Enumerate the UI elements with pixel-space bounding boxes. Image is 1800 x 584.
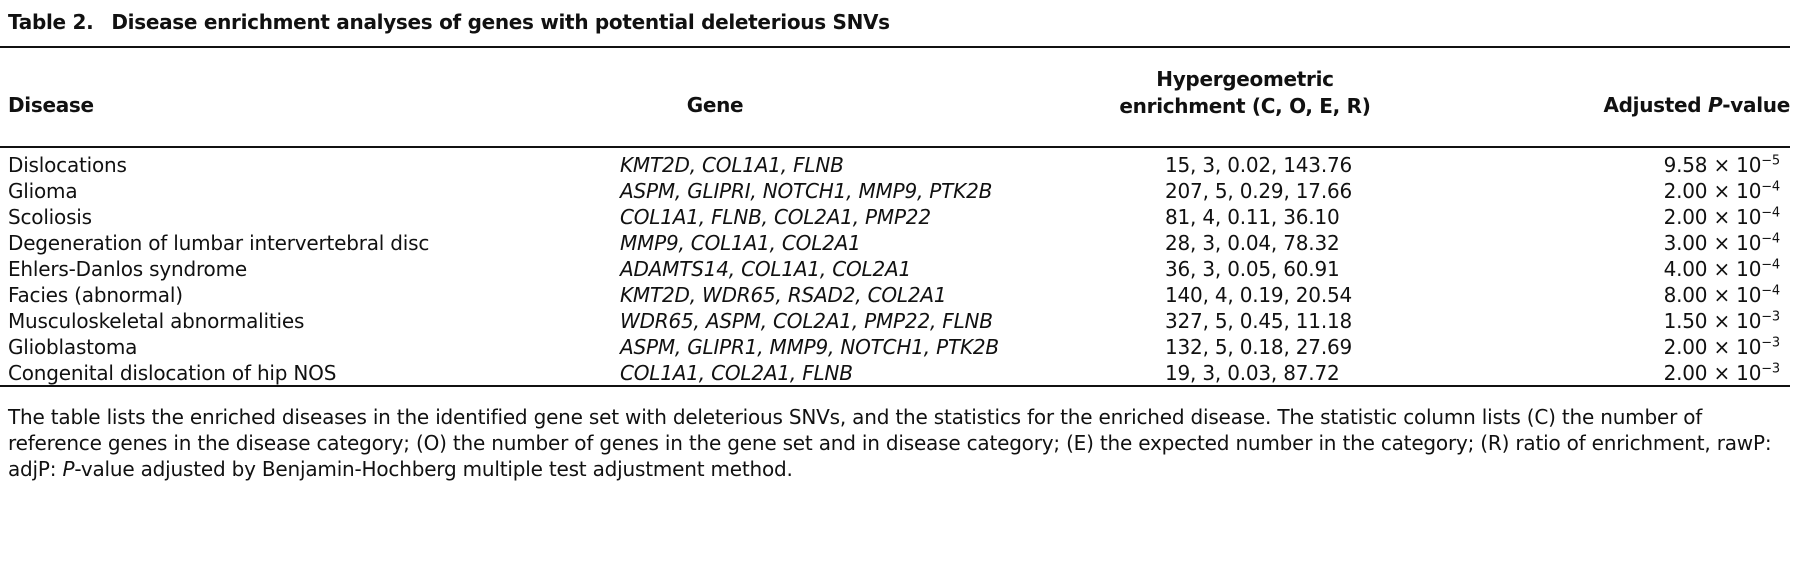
cell-disease: Congenital dislocation of hip NOS xyxy=(8,361,337,385)
table-row: Ehlers-Danlos syndrome ADAMTS14, COL1A1,… xyxy=(0,256,1790,283)
cell-genes: WDR65, ASPM, COL2A1, PMP22, FLNB xyxy=(620,309,993,333)
top-rule xyxy=(0,46,1790,48)
pvalue-exponent: −4 xyxy=(1761,231,1780,247)
cell-pvalue: 2.00 × 10−3 xyxy=(1663,360,1781,387)
cell-pvalue: 1.50 × 10−3 xyxy=(1663,308,1781,335)
table-row: Degeneration of lumbar intervertebral di… xyxy=(0,230,1790,257)
pvalue-exponent: −5 xyxy=(1761,153,1780,169)
cell-enrichment: 207, 5, 0.29, 17.66 xyxy=(1165,179,1353,203)
table-label: Table 2. xyxy=(8,10,94,34)
cell-enrichment: 132, 5, 0.18, 27.69 xyxy=(1165,335,1353,359)
pvalue-exponent: −3 xyxy=(1761,361,1780,377)
pvalue-exponent: −3 xyxy=(1761,335,1780,351)
pvalue-mantissa: 8.00 × 10 xyxy=(1663,283,1762,307)
pvalue-mantissa: 2.00 × 10 xyxy=(1663,361,1762,385)
cell-pvalue: 2.00 × 10−3 xyxy=(1663,334,1781,361)
cell-genes: ADAMTS14, COL1A1, COL2A1 xyxy=(620,257,911,281)
table-row: Congenital dislocation of hip NOS COL1A1… xyxy=(0,360,1790,387)
cell-disease: Scoliosis xyxy=(8,205,92,229)
cell-genes: MMP9, COL1A1, COL2A1 xyxy=(620,231,861,255)
pvalue-mantissa: 2.00 × 10 xyxy=(1663,205,1762,229)
pvalue-exponent: −3 xyxy=(1761,309,1780,325)
cell-genes: ASPM, GLIPRI, NOTCH1, MMP9, PTK2B xyxy=(620,179,993,203)
cell-genes: ASPM, GLIPR1, MMP9, NOTCH1, PTK2B xyxy=(620,335,999,359)
cell-pvalue: 4.00 × 10−4 xyxy=(1663,256,1781,283)
cell-genes: COL1A1, FLNB, COL2A1, PMP22 xyxy=(620,205,931,229)
cell-genes: KMT2D, COL1A1, FLNB xyxy=(620,153,844,177)
cell-pvalue: 3.00 × 10−4 xyxy=(1663,230,1781,257)
header-pvalue: Adjusted P-value xyxy=(1603,93,1790,117)
pvalue-mantissa: 2.00 × 10 xyxy=(1663,179,1762,203)
table-caption: Disease enrichment analyses of genes wit… xyxy=(111,10,890,34)
cell-enrichment: 28, 3, 0.04, 78.32 xyxy=(1165,231,1340,255)
footnote-part2: -value adjusted by Benjamin-Hochberg mul… xyxy=(74,457,793,481)
cell-genes: KMT2D, WDR65, RSAD2, COL2A1 xyxy=(620,283,947,307)
cell-disease: Glioblastoma xyxy=(8,335,138,359)
cell-disease: Dislocations xyxy=(8,153,127,177)
table-row: Glioblastoma ASPM, GLIPR1, MMP9, NOTCH1,… xyxy=(0,334,1790,361)
pvalue-mantissa: 1.50 × 10 xyxy=(1663,309,1762,333)
cell-disease: Musculoskeletal abnormalities xyxy=(8,309,305,333)
bottom-rule xyxy=(0,385,1790,387)
table-row: Facies (abnormal) KMT2D, WDR65, RSAD2, C… xyxy=(0,282,1790,309)
pvalue-mantissa: 4.00 × 10 xyxy=(1663,257,1762,281)
pvalue-mantissa: 2.00 × 10 xyxy=(1663,335,1762,359)
pvalue-mantissa: 3.00 × 10 xyxy=(1663,231,1762,255)
header-enrichment-line1: Hypergeometric xyxy=(1156,67,1334,91)
table-row: Musculoskeletal abnormalities WDR65, ASP… xyxy=(0,308,1790,335)
header-rule xyxy=(0,146,1790,148)
cell-enrichment: 15, 3, 0.02, 143.76 xyxy=(1165,153,1353,177)
footnote-italic: P xyxy=(62,457,75,481)
cell-genes: COL1A1, COL2A1, FLNB xyxy=(620,361,853,385)
cell-pvalue: 2.00 × 10−4 xyxy=(1663,204,1781,231)
cell-enrichment: 140, 4, 0.19, 20.54 xyxy=(1165,283,1353,307)
cell-pvalue: 2.00 × 10−4 xyxy=(1663,178,1781,205)
cell-disease: Ehlers-Danlos syndrome xyxy=(8,257,247,281)
cell-enrichment: 19, 3, 0.03, 87.72 xyxy=(1165,361,1340,385)
footnote-part1: The table lists the enriched diseases in… xyxy=(8,405,1772,481)
pvalue-exponent: −4 xyxy=(1761,179,1780,195)
cell-enrichment: 36, 3, 0.05, 60.91 xyxy=(1165,257,1340,281)
header-pvalue-italic: P xyxy=(1707,93,1723,117)
cell-enrichment: 81, 4, 0.11, 36.10 xyxy=(1165,205,1340,229)
pvalue-exponent: −4 xyxy=(1761,205,1780,221)
cell-pvalue: 8.00 × 10−4 xyxy=(1663,282,1781,309)
header-disease: Disease xyxy=(8,93,94,117)
header-pvalue-pre: Adjusted xyxy=(1603,93,1708,117)
table-row: Glioma ASPM, GLIPRI, NOTCH1, MMP9, PTK2B… xyxy=(0,178,1790,205)
table-row: Dislocations KMT2D, COL1A1, FLNB 15, 3, … xyxy=(0,152,1790,179)
cell-disease: Degeneration of lumbar intervertebral di… xyxy=(8,231,430,255)
table-row: Scoliosis COL1A1, FLNB, COL2A1, PMP22 81… xyxy=(0,204,1790,231)
header-enrichment: Hypergeometric enrichment (C, O, E, R) xyxy=(1110,66,1380,120)
cell-disease: Facies (abnormal) xyxy=(8,283,183,307)
pvalue-mantissa: 9.58 × 10 xyxy=(1663,153,1762,177)
table-footnote: The table lists the enriched diseases in… xyxy=(8,404,1790,482)
header-pvalue-post: -value xyxy=(1722,93,1790,117)
table-title: Table 2. Disease enrichment analyses of g… xyxy=(8,10,890,34)
header-gene: Gene xyxy=(686,93,744,117)
header-enrichment-line2: enrichment (C, O, E, R) xyxy=(1119,94,1371,118)
cell-pvalue: 9.58 × 10−5 xyxy=(1663,152,1781,179)
pvalue-exponent: −4 xyxy=(1761,257,1780,273)
cell-disease: Glioma xyxy=(8,179,78,203)
pvalue-exponent: −4 xyxy=(1761,283,1780,299)
cell-enrichment: 327, 5, 0.45, 11.18 xyxy=(1165,309,1353,333)
